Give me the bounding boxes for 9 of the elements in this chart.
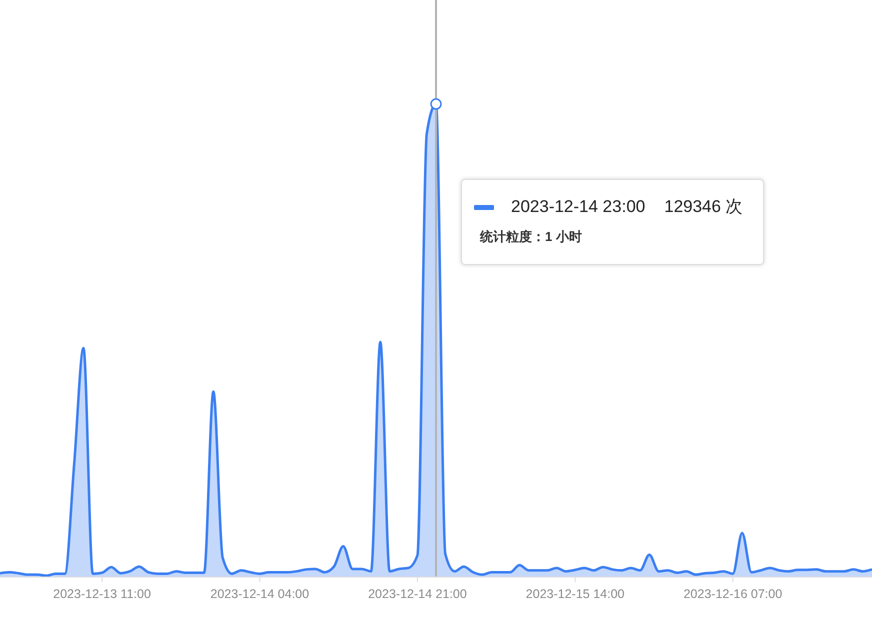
x-tick-label: 2023-12-13 11:00 [53,586,151,601]
tooltip-panel: 2023-12-14 23:00 129346 次 统计粒度：1 小时 [461,179,764,266]
annotation: 统计粒度：1 小时 [480,229,583,246]
x-tick-label: 2023-12-15 14:00 [526,586,625,601]
annotation: 129346 次 [664,197,743,218]
x-tick-label: 2023-12-14 21:00 [368,586,467,601]
x-tick-label: 2023-12-16 07:00 [684,586,782,601]
annotation: 2023-12-14 23:00 [511,197,646,218]
x-tick-label: 2023-12-14 04:00 [210,586,310,601]
